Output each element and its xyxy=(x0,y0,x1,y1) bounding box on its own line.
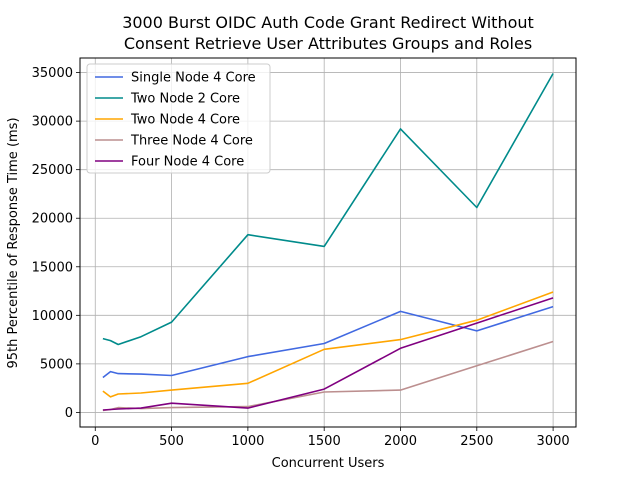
series-line-2 xyxy=(102,73,554,346)
y-tick-label: 5000 xyxy=(40,357,73,372)
legend-frame xyxy=(86,63,271,174)
legend-entry-label: Two Node 2 Core xyxy=(130,92,240,107)
x-axis-label: Concurrent Users xyxy=(272,456,385,471)
series-line-1 xyxy=(102,305,554,379)
x-tick-label: 0 xyxy=(91,434,99,449)
y-tick-label: 20000 xyxy=(32,212,73,227)
legend-entry-label: Two Node 4 Core xyxy=(130,113,240,128)
x-tick-label: 500 xyxy=(159,434,184,449)
legend: Single Node 4 Core Two Node 2 Core Two Nod… xyxy=(86,63,271,174)
x-tick-label: 2500 xyxy=(460,434,493,449)
chart-title-line-2: Consent Retrieve User Attributes Groups … xyxy=(124,34,532,53)
chart-title-line-1: 3000 Burst OIDC Auth Code Grant Redirect… xyxy=(122,13,534,32)
x-tick-label: 1500 xyxy=(308,434,341,449)
x-axis-ticks: 0 500 1000 1500 2000 2500 3000 xyxy=(91,427,570,449)
y-tick-label: 10000 xyxy=(32,309,73,324)
y-axis-ticks: 0 5000 10000 15000 20000 25000 30000 35000 xyxy=(32,66,80,421)
y-tick-label: 35000 xyxy=(32,66,73,81)
series-lines xyxy=(102,73,554,412)
series-line-5 xyxy=(102,297,554,411)
x-tick-label: 1000 xyxy=(231,434,264,449)
series-line-3 xyxy=(102,291,554,398)
x-tick-label: 3000 xyxy=(537,434,570,449)
y-tick-label: 15000 xyxy=(32,260,73,275)
plot-area-frame xyxy=(79,57,577,428)
y-axis-label: 95th Percentile of Response Time (ms) xyxy=(6,117,21,368)
y-tick-label: 30000 xyxy=(32,115,73,130)
y-tick-label: 0 xyxy=(65,406,73,421)
legend-entry-label: Single Node 4 Core xyxy=(131,71,256,86)
x-tick-label: 2000 xyxy=(384,434,417,449)
legend-entry-label: Four Node 4 Core xyxy=(131,155,244,170)
legend-entry-label: Three Node 4 Core xyxy=(130,134,253,149)
y-tick-label: 25000 xyxy=(32,163,73,178)
